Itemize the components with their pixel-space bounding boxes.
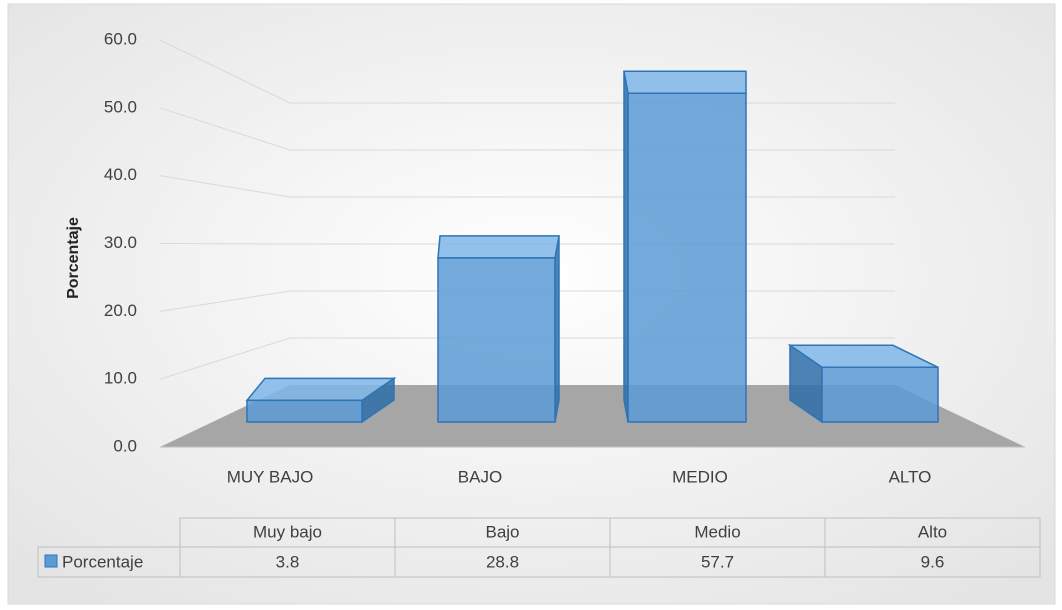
x-tick-label: BAJO: [458, 467, 502, 486]
table-value: 57.7: [701, 552, 734, 571]
bar-front: [246, 399, 363, 423]
y-tick-label: 50.0: [104, 97, 137, 116]
bar: [787, 343, 939, 424]
bar-front: [821, 366, 939, 423]
bar: [245, 376, 397, 424]
bar-front: [437, 257, 556, 423]
bar-top: [623, 70, 747, 94]
bar: [437, 235, 560, 423]
table-header: Medio: [694, 522, 740, 541]
y-axis-title: Porcentaje: [65, 217, 82, 299]
x-tick-label: MEDIO: [672, 467, 728, 486]
x-tick-label: MUY BAJO: [227, 467, 314, 486]
x-tick-label: ALTO: [889, 467, 932, 486]
y-tick-label: 30.0: [104, 233, 137, 252]
table-value: 9.6: [921, 552, 945, 571]
table-value: 3.8: [276, 552, 300, 571]
bar-top: [437, 235, 560, 259]
legend-label: Porcentaje: [62, 552, 143, 571]
table-header: Bajo: [485, 522, 519, 541]
table-header: Alto: [918, 522, 947, 541]
y-tick-label: 10.0: [104, 369, 137, 388]
table-header: Muy bajo: [253, 522, 322, 541]
bar-front: [627, 92, 747, 423]
legend-swatch: [44, 554, 58, 568]
table-value: 28.8: [486, 552, 519, 571]
y-tick-label: 40.0: [104, 165, 137, 184]
y-tick-label: 0.0: [113, 436, 137, 455]
bar: [623, 70, 747, 423]
y-tick-label: 60.0: [104, 29, 137, 48]
y-tick-label: 20.0: [104, 301, 137, 320]
table-grid: [37, 546, 1041, 578]
